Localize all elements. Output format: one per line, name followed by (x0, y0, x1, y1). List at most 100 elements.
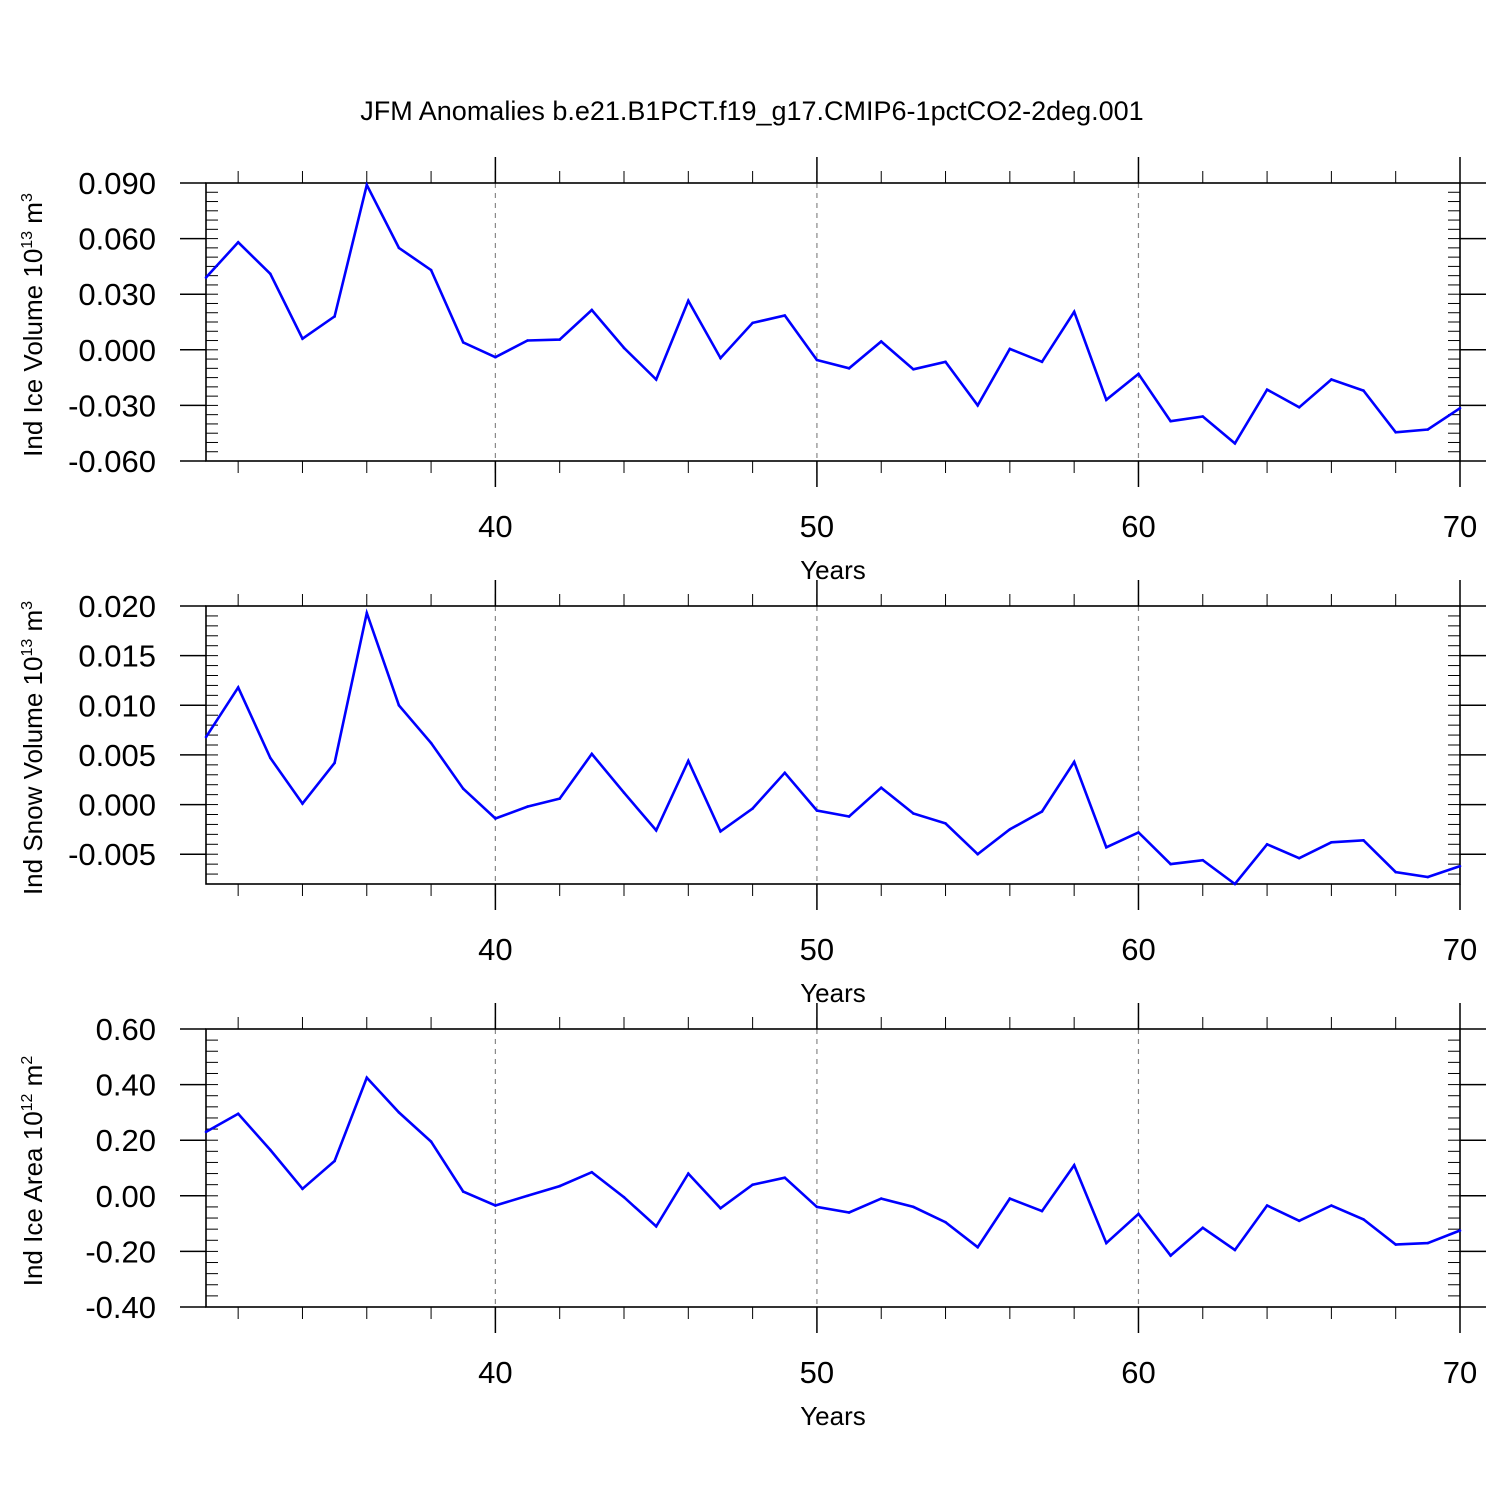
data-point (1265, 842, 1269, 846)
data-point (1233, 882, 1237, 886)
data-point (1426, 428, 1430, 431)
data-point (526, 339, 529, 342)
panel-snow-volume: -0.005 0.000 0.005 0.010 0.015 0.020 40 50 60 70 Y… (18, 580, 1486, 1008)
data-point (1137, 831, 1140, 834)
data-point (1137, 1212, 1140, 1216)
data-point (1169, 862, 1172, 866)
x-tick-label: 70 (1443, 509, 1477, 544)
data-point (976, 404, 979, 407)
data-point (236, 241, 240, 244)
y-tick-label: 0.030 (78, 277, 156, 312)
data-point (1072, 760, 1076, 764)
data-point (558, 797, 561, 800)
y-tick-label: 0.020 (78, 589, 156, 624)
data-point (622, 791, 626, 794)
data-point (494, 1204, 497, 1207)
y-axis-label-superscript: 3 (19, 601, 36, 610)
data-point (1426, 1241, 1430, 1245)
data-point (944, 360, 947, 364)
data-point (1394, 870, 1397, 874)
y-axis-label: Ind Ice Area 1012 m2 (18, 1056, 48, 1287)
data-point (1169, 419, 1172, 423)
data-point (912, 367, 915, 371)
data-point (815, 809, 819, 812)
x-tick-label: 50 (800, 932, 834, 967)
data-point (1201, 1226, 1205, 1230)
y-axis-label-superscript: 12 (19, 1093, 36, 1111)
data-point (783, 314, 787, 317)
data-point (1008, 347, 1012, 351)
data-point (1201, 858, 1205, 862)
x-tick-label: 40 (478, 1355, 512, 1390)
x-axis-label: Years (800, 1401, 866, 1431)
y-axis-label-part: Ind Snow Volume 10 (18, 657, 48, 896)
y-tick-label: 0.090 (78, 166, 156, 201)
data-point (1137, 372, 1140, 376)
data-point (976, 852, 979, 856)
data-point (236, 1112, 240, 1116)
data-point (590, 308, 594, 312)
plot-frame (205, 182, 1461, 462)
y-axis-label-superscript: 2 (19, 1056, 36, 1065)
data-point (687, 1172, 690, 1175)
data-point (879, 786, 883, 789)
data-point (1040, 810, 1044, 813)
data-point (751, 1183, 754, 1186)
data-point (301, 337, 304, 340)
data-point (751, 321, 754, 325)
data-point (397, 1111, 401, 1114)
y-tick-label: 0.60 (96, 1012, 156, 1047)
data-point (1008, 828, 1012, 831)
y-tick-label: -0.20 (85, 1234, 156, 1269)
y-axis-label: Ind Snow Volume 1013 m3 (18, 601, 48, 895)
data-point (815, 358, 819, 362)
y-tick-label: 0.015 (78, 639, 156, 674)
y-axis-label-part: Ind Ice Area 10 (18, 1111, 48, 1286)
data-point (1297, 856, 1301, 860)
x-axis-label: Years (800, 978, 866, 1008)
data-point (622, 1195, 626, 1199)
x-tick-label: 60 (1121, 1355, 1155, 1390)
data-point (751, 807, 754, 810)
data-point (1233, 1248, 1237, 1252)
data-point (654, 829, 658, 832)
data-point (687, 759, 690, 763)
data-point (1040, 360, 1044, 364)
data-point (1394, 1243, 1397, 1246)
data-point (1105, 845, 1108, 849)
x-tick-label: 60 (1121, 509, 1155, 544)
y-tick-label: 0.40 (96, 1068, 156, 1103)
data-point (461, 1190, 465, 1193)
data-point (1330, 841, 1333, 844)
data-point (1394, 430, 1397, 434)
x-tick-label: 70 (1443, 932, 1477, 967)
data-point (1105, 1241, 1108, 1245)
data-point (1362, 389, 1365, 392)
series-line (204, 608, 1461, 886)
data-point (944, 1220, 947, 1224)
data-point (365, 183, 369, 187)
data-point (494, 355, 497, 359)
data-point (204, 276, 208, 279)
data-point (236, 686, 240, 689)
data-point (912, 1205, 915, 1209)
data-point (719, 830, 722, 833)
data-point (1072, 310, 1076, 314)
data-point (1265, 1204, 1269, 1207)
y-tick-label: -0.40 (85, 1290, 156, 1325)
data-point (1105, 398, 1108, 402)
x-tick-label: 70 (1443, 1355, 1477, 1390)
x-tick-label: 40 (478, 509, 512, 544)
data-point (333, 315, 336, 318)
data-point (815, 1205, 819, 1209)
data-point (590, 752, 594, 756)
y-tick-label: 0.000 (78, 788, 156, 823)
data-point (301, 1187, 304, 1191)
y-axis-label-superscript: 13 (19, 639, 36, 657)
data-point (944, 822, 947, 825)
data-point (397, 246, 401, 250)
data-point (204, 1130, 208, 1134)
data-point (333, 761, 336, 765)
y-axis-label-superscript: 3 (19, 193, 36, 202)
